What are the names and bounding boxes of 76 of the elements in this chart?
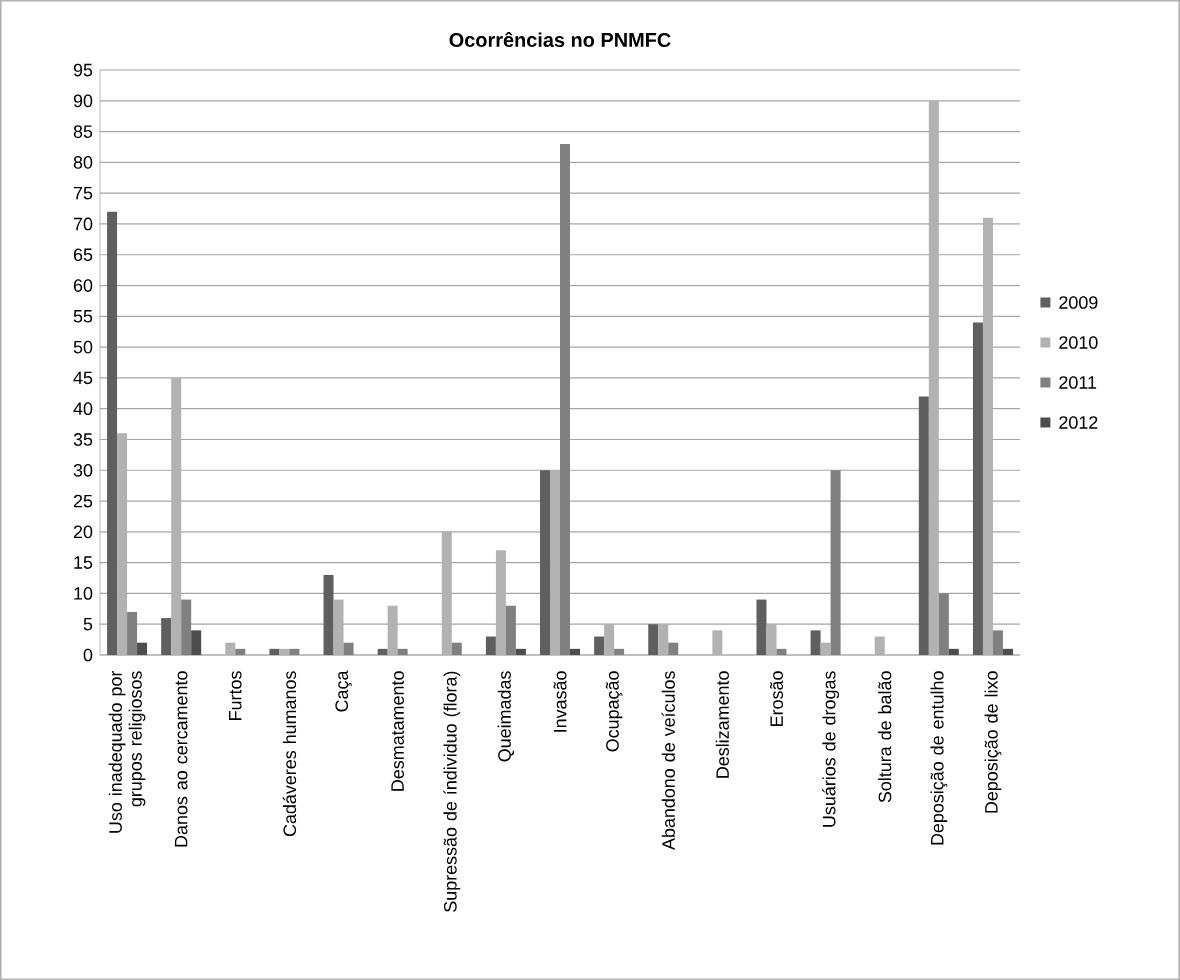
y-tick-label: 15: [74, 556, 93, 569]
bar: [948, 648, 959, 655]
y-tick-label: 30: [73, 463, 93, 477]
bar: [181, 599, 192, 655]
bar: [107, 211, 118, 655]
x-tick-label: Erosão: [769, 671, 784, 726]
bar: [191, 630, 202, 655]
x-tick-label: Cadáveres humanos: [282, 671, 297, 837]
bar: [515, 648, 526, 655]
x-tick-label: Soltura de balão: [878, 671, 892, 803]
y-tick-label: 40: [73, 402, 93, 416]
bar: [938, 593, 949, 655]
bar: [343, 642, 354, 655]
y-tick-label: 60: [73, 279, 93, 292]
bar: [668, 642, 679, 655]
x-tick-label: Danos ao cercamento: [174, 671, 188, 847]
legend-label: 2012: [1059, 416, 1098, 429]
bar: [269, 648, 280, 655]
y-tick-label: 45: [73, 371, 93, 385]
x-tick-label: Ocupação: [605, 671, 623, 752]
bar: [756, 599, 767, 655]
x-tick-label: Deposição de entulho: [930, 671, 948, 845]
y-tick-label: 85: [73, 125, 93, 138]
bar: [648, 624, 659, 655]
bar: [810, 630, 821, 655]
bar: [397, 648, 408, 655]
y-tick-label: 0: [83, 648, 93, 662]
x-tick-label: Invasão: [553, 671, 567, 732]
x-tick-label: Deposição de lixo: [984, 671, 1002, 813]
bar: [570, 648, 581, 655]
y-tick-label: 80: [73, 156, 93, 169]
bar: [127, 611, 138, 655]
x-tick-label: Abandono de veículos: [661, 671, 675, 850]
bar: [594, 636, 605, 655]
x-tick-label: Supressão de índividuo (flora): [443, 671, 461, 912]
y-tick-label: 70: [73, 217, 93, 231]
bar: [540, 470, 551, 655]
bar: [451, 642, 462, 655]
bar: [776, 648, 787, 655]
bar: [505, 605, 516, 655]
y-tick-label: 35: [73, 433, 93, 446]
x-tick-label: Caça: [335, 670, 352, 712]
x-tick-label: Uso inadequado por grupos religiosos: [108, 670, 146, 833]
bar: [323, 574, 334, 655]
y-tick-label: 20: [73, 525, 93, 539]
bar: [485, 636, 496, 655]
bar: [289, 648, 300, 655]
y-tick-label: 65: [73, 248, 93, 262]
bar: [972, 322, 983, 655]
legend-label: 2011: [1059, 376, 1097, 389]
bar: [614, 648, 625, 655]
legend-label: 2010: [1059, 336, 1098, 349]
y-tick-label: 50: [73, 340, 93, 354]
bar: [1002, 648, 1013, 655]
bar: [137, 642, 148, 655]
x-tick-label: Deslizamento: [715, 671, 729, 778]
y-tick-label: 95: [73, 63, 93, 77]
y-tick-label: 90: [73, 94, 93, 108]
chart-title: Ocorrências no PNMFC: [449, 31, 671, 48]
x-tick-label: Usuários de drogas: [822, 671, 840, 827]
y-tick-label: 55: [73, 310, 93, 323]
y-tick-label: 10: [74, 587, 93, 600]
y-tick-label: 25: [73, 494, 93, 508]
x-tick-label: Queimadas: [497, 671, 515, 762]
y-tick-label: 5: [83, 617, 93, 631]
bar: [235, 648, 246, 655]
bar: [918, 396, 929, 655]
legend-label: 2009: [1059, 296, 1098, 309]
y-tick-label: 75: [73, 186, 93, 200]
bar: [377, 648, 388, 655]
x-tick-label: Desmatamento: [391, 671, 404, 791]
bar: [830, 470, 841, 655]
bar: [161, 618, 172, 655]
bar: [560, 143, 571, 655]
x-tick-label: Furtos: [229, 671, 242, 720]
bar: [992, 630, 1003, 655]
